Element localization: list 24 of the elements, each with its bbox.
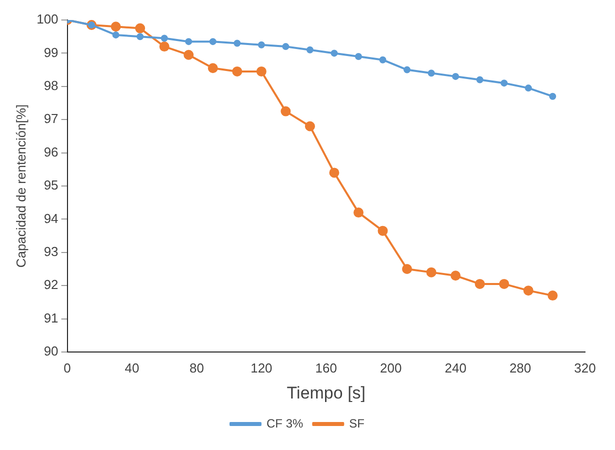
x-tick-label: 240 xyxy=(444,360,466,376)
y-tick-label: 98 xyxy=(44,78,58,93)
y-tick-label: 97 xyxy=(44,111,58,126)
x-tick-label: 80 xyxy=(189,360,204,376)
y-tick-label: 96 xyxy=(44,144,58,160)
x-tick-label: 120 xyxy=(250,360,272,376)
y-tick-label: 95 xyxy=(44,178,58,193)
x-tick-label: 320 xyxy=(574,360,596,376)
y-tick-label: 91 xyxy=(44,310,58,326)
legend-label: CF 3% xyxy=(266,416,304,430)
y-tick-label: 100 xyxy=(36,12,58,27)
x-tick-label: 0 xyxy=(64,360,71,376)
y-tick-label: 90 xyxy=(44,344,58,359)
y-tick-label: 93 xyxy=(44,244,58,259)
x-tick-label: 40 xyxy=(124,360,140,376)
x-tick-label: 280 xyxy=(509,360,532,376)
legend-label: SF xyxy=(349,416,365,430)
x-axis-title: Tiempo [s] xyxy=(286,383,366,402)
y-tick-label: 94 xyxy=(44,210,58,226)
y-axis-title: Capacidad de rentención[%] xyxy=(13,104,28,268)
x-tick-label: 160 xyxy=(315,360,337,376)
y-tick-label: 92 xyxy=(44,277,58,292)
x-tick-label: 200 xyxy=(380,360,402,376)
y-tick-label: 99 xyxy=(44,44,58,60)
